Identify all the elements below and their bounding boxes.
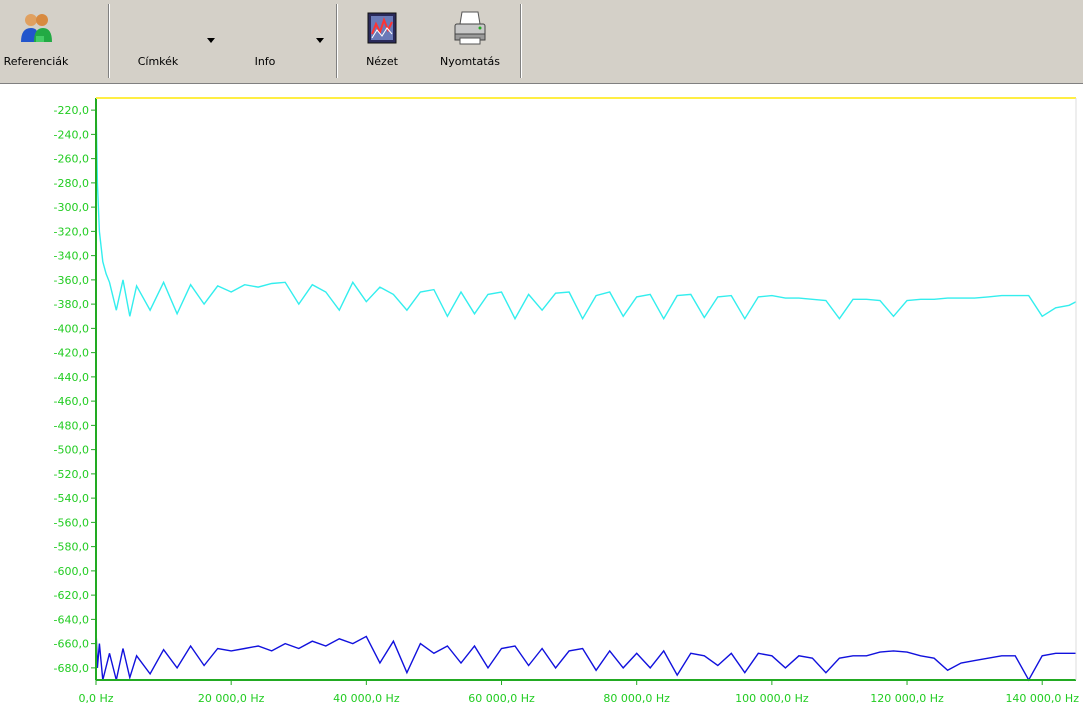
x-tick-label: 20 000,0 Hz	[198, 692, 265, 705]
x-tick-label: 0,0 Hz	[78, 692, 113, 705]
series-line-0	[95, 100, 1077, 321]
view-label: Nézet	[366, 55, 398, 68]
toolbar-separator	[520, 4, 522, 78]
y-tick-label: -680,0	[54, 662, 89, 675]
y-tick-label: -340,0	[54, 250, 89, 263]
y-tick-label: -560,0	[54, 516, 89, 529]
y-tick-label: -440,0	[54, 371, 89, 384]
spectrum-chart: -220,0 -240,0 -260,0 -280,0 -300,0 -320,0 -340…	[54, 97, 1079, 705]
toolbar: Referenciák Címkék Info Nézet Nyomtatás	[0, 0, 1083, 84]
y-tick-label: -280,0	[54, 177, 89, 190]
y-tick-label: -640,0	[54, 613, 89, 626]
info-label: Info	[254, 55, 276, 68]
y-tick-label: -420,0	[54, 347, 89, 360]
x-tick-label: 120 000,0 Hz	[870, 692, 944, 705]
y-tick-label: -360,0	[54, 274, 89, 287]
y-tick-label: -400,0	[54, 322, 89, 335]
y-axis-ticks: -220,0 -240,0 -260,0 -280,0 -300,0 -320,0 -340…	[54, 104, 96, 675]
toolbar-separator	[108, 4, 110, 78]
x-tick-label: 40 000,0 Hz	[333, 692, 400, 705]
y-tick-label: -260,0	[54, 153, 89, 166]
y-tick-label: -460,0	[54, 395, 89, 408]
y-tick-label: -580,0	[54, 541, 89, 554]
y-tick-label: -240,0	[54, 128, 89, 141]
y-tick-label: -300,0	[54, 201, 89, 214]
x-tick-label: 60 000,0 Hz	[468, 692, 535, 705]
dropdown-arrow-icon	[316, 38, 324, 43]
y-tick-label: -620,0	[54, 589, 89, 602]
printer-icon	[454, 11, 486, 45]
x-tick-label: 80 000,0 Hz	[603, 692, 670, 705]
references-label: Referenciák	[3, 55, 69, 68]
print-button[interactable]: Nyomtatás	[432, 4, 508, 78]
print-label: Nyomtatás	[439, 55, 501, 68]
series-line-1	[95, 629, 1076, 682]
y-tick-label: -220,0	[54, 104, 89, 117]
y-tick-label: -320,0	[54, 225, 89, 238]
toolbar-separator	[336, 4, 338, 78]
plot-series	[95, 100, 1077, 682]
x-axis-ticks: 0,0 Hz 20 000,0 Hz 40 000,0 Hz 60 000,0 Hz 8…	[78, 680, 1079, 705]
y-tick-label: -600,0	[54, 565, 89, 578]
y-tick-label: -540,0	[54, 492, 89, 505]
info-dropdown-button[interactable]: Info	[228, 4, 330, 78]
users-icon	[21, 14, 52, 42]
x-tick-label: 140 000,0 Hz	[1005, 692, 1079, 705]
x-tick-label: 100 000,0 Hz	[735, 692, 809, 705]
y-tick-label: -500,0	[54, 444, 89, 457]
labels-label: Címkék	[137, 55, 179, 68]
y-tick-label: -520,0	[54, 468, 89, 481]
labels-dropdown-button[interactable]: Címkék	[118, 4, 228, 78]
y-tick-label: -380,0	[54, 298, 89, 311]
y-tick-label: -480,0	[54, 419, 89, 432]
references-button[interactable]: Referenciák	[4, 4, 68, 78]
dropdown-arrow-icon	[207, 38, 215, 43]
y-tick-label: -660,0	[54, 638, 89, 651]
view-button[interactable]: Nézet	[350, 4, 414, 78]
chart-view-icon	[367, 12, 397, 44]
